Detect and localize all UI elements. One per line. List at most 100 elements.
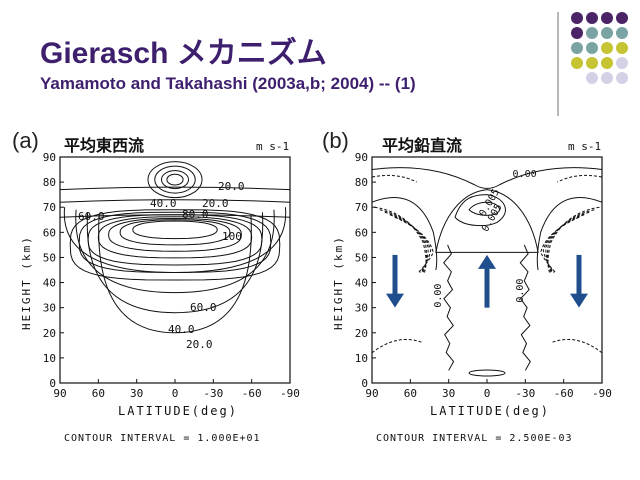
contour-line [86, 212, 264, 314]
downwelling-arrow-north-head [386, 293, 404, 308]
y-tick-label: 50 [43, 251, 56, 264]
contour-line-negative [542, 214, 585, 273]
contour-line [108, 217, 242, 252]
x-tick-label: -30 [515, 387, 535, 400]
panel-b-title: 平均鉛直流 [382, 138, 463, 155]
x-tick-label: 90 [53, 387, 66, 400]
contour-line [454, 194, 506, 227]
contour-line [98, 214, 252, 334]
x-tick-label: 60 [404, 387, 417, 400]
decor-dot [586, 42, 598, 54]
contour-label: 0.00 [513, 169, 537, 180]
contour-line [154, 165, 196, 194]
decor-dot [616, 42, 628, 54]
y-tick-label: 50 [355, 251, 368, 264]
x-tick-label: -90 [592, 387, 612, 400]
contour-line [63, 207, 287, 274]
panel-a-units: m s-1 [256, 140, 290, 153]
decor-dot [601, 12, 613, 24]
y-tick-label: 30 [43, 302, 56, 315]
contour-label: 20.0 [218, 180, 245, 193]
decor-dot [586, 12, 598, 24]
contour-line [161, 170, 189, 190]
downwelling-arrow-south-head [570, 293, 588, 308]
contour-line [435, 189, 539, 253]
contour-line [59, 186, 291, 191]
y-tick-label: 90 [355, 151, 368, 164]
contour-line [75, 209, 275, 294]
contour-label: 80.0 [182, 208, 209, 221]
y-tick-label: 20 [43, 327, 56, 340]
decor-dot [571, 27, 583, 39]
y-tick-label: 0 [361, 377, 368, 390]
panel-a-contour-interval: CONTOUR INTERVAL = 1.000E+01 [64, 433, 261, 444]
slide-subtitle: Yamamoto and Takahashi (2003a,b; 2004) -… [40, 74, 416, 93]
x-tick-label: 90 [365, 387, 378, 400]
contour-line-negative [550, 339, 603, 354]
y-tick-label: 20 [355, 327, 368, 340]
contour-line [371, 167, 603, 189]
decor-dot [586, 72, 598, 84]
contour-line [166, 173, 184, 186]
y-tick-label: 80 [43, 176, 56, 189]
contour-label: 20.0 [186, 338, 213, 351]
contour-line-negative [540, 216, 580, 273]
contour-line [147, 161, 203, 199]
x-tick-label: -60 [242, 387, 262, 400]
contour-line-negative [545, 211, 590, 273]
header-divider [557, 12, 559, 116]
contour-line [132, 220, 218, 240]
panel-a-label: (a) [12, 128, 39, 153]
contour-line-negative [389, 214, 432, 273]
decor-dot [616, 12, 628, 24]
x-tick-label: -60 [554, 387, 574, 400]
panel-b-xlabel: LATITUDE(deg) [430, 404, 550, 418]
contour-line-negative [384, 211, 429, 273]
contour-label: 20.0 [202, 197, 229, 210]
decor-dot [586, 27, 598, 39]
contour-label: 60.0 [190, 301, 217, 314]
y-tick-label: 10 [355, 352, 368, 365]
decor-dot [571, 57, 583, 69]
decor-dot [616, 27, 628, 39]
contour-line-negative [379, 209, 427, 273]
x-tick-label: 30 [130, 387, 143, 400]
contour-line [69, 209, 281, 281]
contour-label: 60.0 [78, 210, 105, 223]
contour-label: 100 [222, 230, 242, 243]
y-tick-label: 40 [355, 277, 368, 290]
y-tick-label: 70 [355, 201, 368, 214]
y-tick-label: 90 [43, 151, 56, 164]
contour-line-negative [557, 174, 603, 183]
x-tick-label: 0 [484, 387, 491, 400]
contour-line [119, 219, 231, 246]
contour-line-negative [394, 216, 434, 273]
decor-dot [616, 72, 628, 84]
y-tick-label: 40 [43, 277, 56, 290]
x-tick-label: -90 [280, 387, 300, 400]
decor-dot [601, 57, 613, 69]
panel-b-units: m s-1 [568, 140, 602, 153]
contour-line [519, 244, 531, 371]
upwelling-arrow-equator-head [478, 254, 496, 269]
contour-line-negative [547, 209, 595, 273]
contour-line-negative [371, 174, 417, 183]
y-tick-label: 60 [43, 226, 56, 239]
decor-dot [616, 57, 628, 69]
decor-dot [586, 57, 598, 69]
contour-label: 0.00 [515, 279, 526, 303]
slide-title: Gierasch メカニズム [40, 37, 327, 70]
x-tick-label: 60 [92, 387, 105, 400]
decor-dot [571, 12, 583, 24]
contour-line [443, 244, 455, 371]
contour-label: 40.0 [168, 323, 195, 336]
contour-line [536, 197, 603, 271]
panel-b-contour-interval: CONTOUR INTERVAL = 2.500E-03 [376, 433, 573, 444]
contour-line-negative [371, 339, 424, 354]
y-tick-label: 70 [43, 201, 56, 214]
contour-label: 40.0 [150, 197, 177, 210]
decor-dot [601, 42, 613, 54]
